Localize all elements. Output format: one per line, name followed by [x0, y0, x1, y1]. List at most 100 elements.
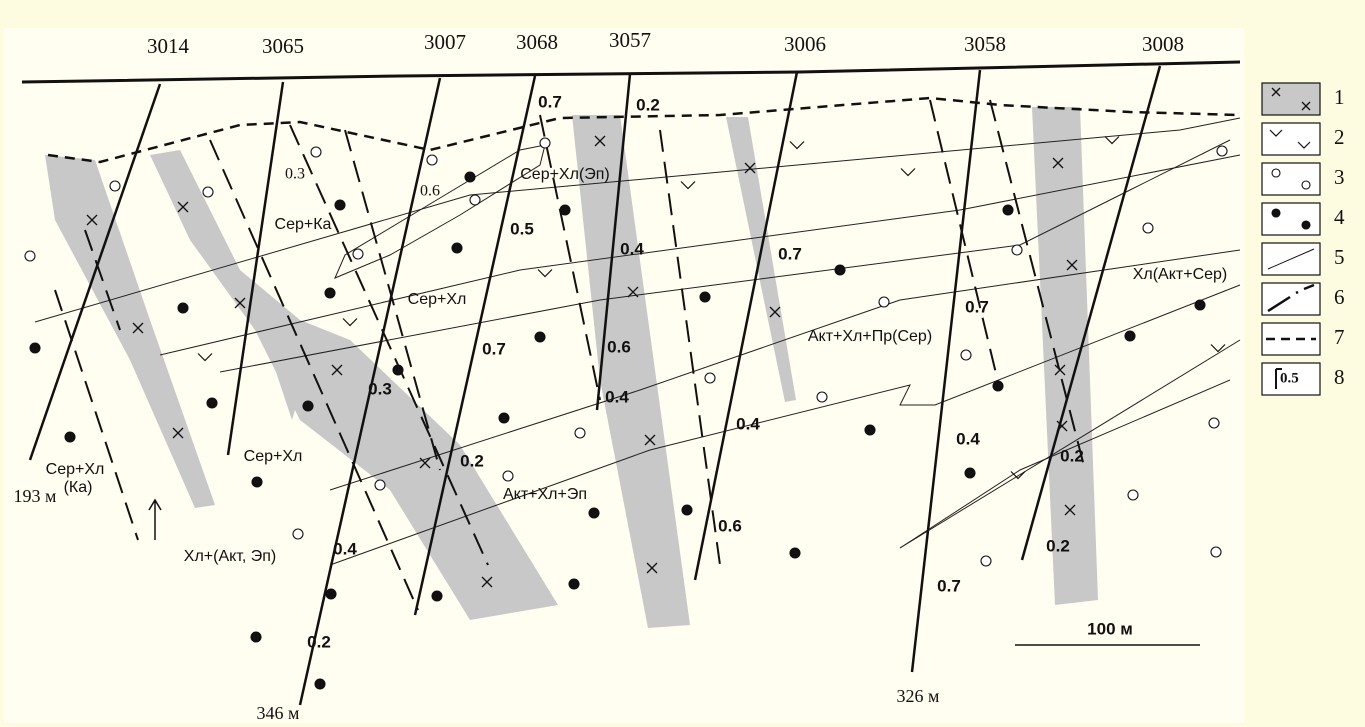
labels: 3014 3065 3007 3068 3057 3006 3058 3008 193 м 346… — [14, 28, 1228, 723]
filled-circle — [251, 476, 263, 488]
boundary — [34, 117, 1241, 323]
zone-label: Сер+Ка — [275, 216, 332, 233]
check — [1010, 471, 1026, 480]
open-circle — [202, 186, 214, 198]
legend-number: 4 — [1334, 205, 1345, 229]
filled-circle — [992, 380, 1004, 392]
check — [900, 168, 916, 177]
zone-label: Сер+Хл(Эп) — [520, 166, 610, 183]
open-circle — [1208, 417, 1220, 429]
cross — [234, 297, 246, 309]
grade-label: 0.4 — [736, 414, 760, 433]
ore-zones — [45, 107, 1098, 628]
ore-zone — [150, 150, 558, 620]
filled-circle — [314, 678, 326, 690]
cross — [744, 162, 756, 174]
cross — [419, 457, 431, 469]
open-circle — [469, 194, 481, 206]
ore-zone — [572, 115, 690, 628]
borehole-label: 3006 — [784, 32, 826, 56]
cross — [1271, 87, 1281, 97]
fault — [84, 229, 121, 331]
filled-circle — [1002, 204, 1014, 216]
filled-circle — [206, 397, 218, 409]
zone-label: Сер+Хл — [46, 461, 105, 478]
filled-circle — [864, 424, 876, 436]
open-circle — [1011, 244, 1023, 256]
filled-circle — [392, 364, 404, 376]
filled-circle — [1271, 208, 1281, 218]
borehole-label: 3057 — [609, 28, 651, 52]
open-circle — [980, 555, 992, 567]
boundary — [159, 154, 1241, 356]
check — [680, 181, 696, 190]
legend-number: 1 — [1334, 85, 1345, 109]
legend-number: 8 — [1334, 365, 1345, 389]
zone-label: Акт+Хл+Пр(Сер) — [808, 328, 932, 345]
grade-label: 0.4 — [605, 387, 629, 406]
boreholes — [28, 65, 1162, 706]
cross — [481, 576, 493, 588]
filled-circle — [964, 467, 976, 479]
open-circle — [1142, 222, 1154, 234]
grade-label: 0.7 — [778, 244, 802, 263]
cross — [172, 427, 184, 439]
cross — [769, 306, 781, 318]
filled-circle — [431, 590, 443, 602]
legend-line — [1267, 283, 1315, 313]
open-circle — [374, 479, 386, 491]
open-circle — [310, 146, 322, 158]
faults — [54, 99, 1086, 611]
legend-sample: 0.5 — [1280, 370, 1299, 386]
filled-circle — [334, 199, 346, 211]
cross — [86, 214, 98, 226]
filled-circle — [498, 412, 510, 424]
fault — [209, 139, 419, 611]
filled-circle — [29, 342, 41, 354]
open-circle — [1271, 168, 1281, 178]
cross — [594, 135, 606, 147]
open-circle — [960, 349, 972, 361]
grade-label: 0.3 — [368, 379, 392, 398]
filled-circle — [451, 242, 463, 254]
boundary — [899, 339, 1241, 549]
fault — [54, 289, 139, 541]
check — [1297, 141, 1311, 149]
fault — [539, 114, 601, 401]
depth-label: 326 м — [897, 686, 940, 706]
alteration-boundaries — [34, 117, 1241, 566]
filled-circle — [325, 588, 337, 600]
grade-label: 0.5 — [510, 219, 534, 238]
zone-label: Хл(Акт+Сер) — [1133, 266, 1228, 283]
borehole — [1020, 65, 1162, 561]
grade-label: 0.6 — [718, 516, 742, 535]
depth-label: 193 м — [14, 486, 57, 506]
open-circle — [292, 528, 304, 540]
filled-circle — [559, 204, 571, 216]
zone-label: Хл+(Акт, Эп) — [184, 548, 276, 565]
borehole — [693, 71, 799, 581]
filled-circle — [177, 302, 189, 314]
grade-label: 0.4 — [620, 239, 644, 258]
zone-label: (Ка) — [64, 479, 93, 496]
open-circle — [539, 137, 551, 149]
filled-circle — [681, 504, 693, 516]
check — [789, 141, 805, 150]
grade-label: 0.2 — [1060, 446, 1084, 465]
cross — [331, 364, 343, 376]
grade-label: 0.4 — [956, 429, 980, 448]
cross — [646, 562, 658, 574]
filled-circle — [302, 400, 314, 412]
open-circle — [426, 154, 438, 166]
open-circle — [352, 248, 364, 260]
legend-number: 6 — [1334, 285, 1345, 309]
legend-number: 7 — [1334, 325, 1345, 349]
borehole-label: 3014 — [147, 34, 190, 58]
filled-circle — [250, 631, 262, 643]
grade-label: 0.2 — [1046, 536, 1070, 555]
borehole-label: 3058 — [964, 32, 1006, 56]
filled-circle — [1301, 220, 1311, 230]
grade-label: 0.2 — [307, 632, 331, 651]
filled-circle — [64, 431, 76, 443]
